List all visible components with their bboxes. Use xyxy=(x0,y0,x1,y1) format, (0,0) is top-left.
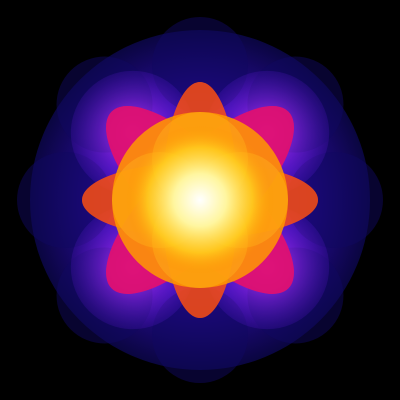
bright-core xyxy=(125,125,275,275)
